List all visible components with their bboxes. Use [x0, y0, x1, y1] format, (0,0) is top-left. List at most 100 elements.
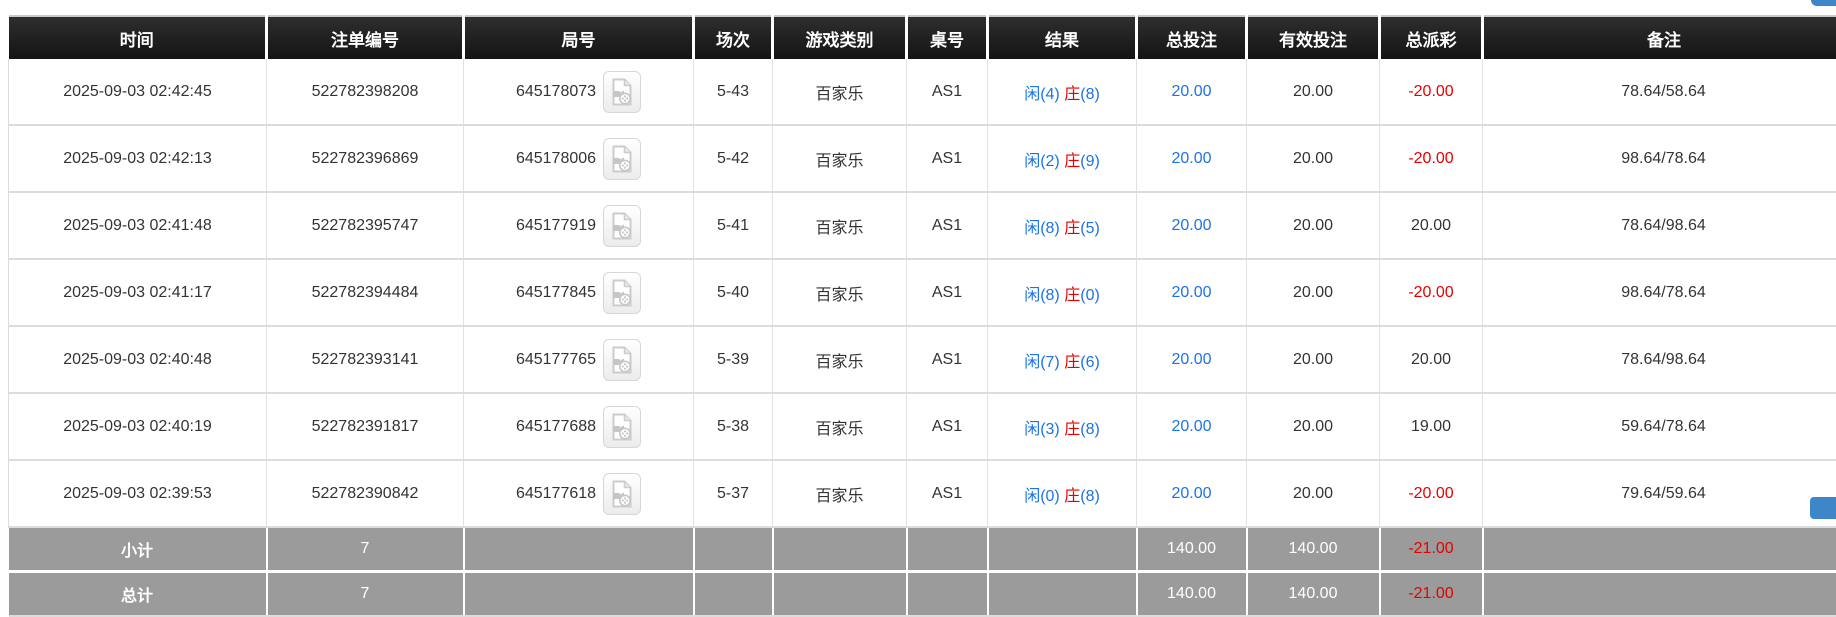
- result-banker-score: (5): [1080, 220, 1100, 237]
- record-row: 2025-09-03 02:41:48 522782395747 6451779…: [9, 192, 1836, 259]
- video-replay-button[interactable]: [603, 406, 641, 448]
- video-replay-icon: [610, 145, 634, 173]
- result-player: 闲(0): [1024, 488, 1060, 505]
- time-cell: 2025-09-03 02:40:19: [9, 393, 267, 460]
- valid-bet-cell: 20.00: [1247, 125, 1380, 192]
- result-banker-score: (8): [1080, 86, 1100, 103]
- subtotal-payout: -21.00: [1380, 527, 1483, 572]
- time-cell: 2025-09-03 02:42:13: [9, 125, 267, 192]
- subtotal-valid-bet: 140.00: [1247, 527, 1380, 572]
- total-bet-cell: 20.00: [1137, 393, 1247, 460]
- round-id-value: 645177618: [516, 485, 596, 503]
- result-player: 闲(3): [1024, 421, 1060, 438]
- result-banker: 庄: [1064, 488, 1080, 505]
- result-cell: 闲(2) 庄(9): [988, 125, 1137, 192]
- time-cell: 2025-09-03 02:41:17: [9, 259, 267, 326]
- game-type-cell: 百家乐: [773, 460, 907, 527]
- video-replay-button[interactable]: [603, 272, 641, 314]
- bet-id-cell: 522782393141: [267, 326, 464, 393]
- result-banker: 庄: [1064, 421, 1080, 438]
- valid-bet-cell: 20.00: [1247, 326, 1380, 393]
- payout-cell: 19.00: [1380, 393, 1483, 460]
- total-bet-cell: 20.00: [1137, 460, 1247, 527]
- record-row: 2025-09-03 02:42:45 522782398208 6451780…: [9, 59, 1836, 125]
- total-bet-cell: 20.00: [1137, 59, 1247, 125]
- column-header-result: 结果: [988, 16, 1137, 59]
- session-cell: 5-41: [694, 192, 773, 259]
- cutoff-blue-widget-bottom[interactable]: [1810, 497, 1836, 519]
- game-type-cell: 百家乐: [773, 259, 907, 326]
- total-payout: -21.00: [1380, 572, 1483, 617]
- time-cell: 2025-09-03 02:42:45: [9, 59, 267, 125]
- video-replay-button[interactable]: [603, 473, 641, 515]
- record-row: 2025-09-03 02:40:19 522782391817 6451776…: [9, 393, 1836, 460]
- round-id-value: 645177919: [516, 217, 596, 235]
- video-replay-button[interactable]: [603, 205, 641, 247]
- valid-bet-cell: 20.00: [1247, 460, 1380, 527]
- round-id-value: 645178006: [516, 150, 596, 168]
- table-header-row: 时间 注单编号 局号 场次 游戏类别 桌号 结果 总投注 有效投注 总派彩 备注: [9, 16, 1836, 59]
- column-header-total-bet: 总投注: [1137, 16, 1247, 59]
- remark-cell: 59.64/78.64: [1483, 393, 1836, 460]
- total-bet-cell: 20.00: [1137, 125, 1247, 192]
- total-row: 总计 7 140.00 140.00 -21.00: [9, 572, 1836, 617]
- bet-id-cell: 522782398208: [267, 59, 464, 125]
- result-player: 闲(8): [1024, 287, 1060, 304]
- video-replay-icon: [610, 413, 634, 441]
- result-cell: 闲(7) 庄(6): [988, 326, 1137, 393]
- column-header-table-id: 桌号: [907, 16, 988, 59]
- total-label: 总计: [9, 572, 267, 617]
- result-player: 闲(7): [1024, 354, 1060, 371]
- column-header-total-payout: 总派彩: [1380, 16, 1483, 59]
- record-row: 2025-09-03 02:39:53 522782390842 6451776…: [9, 460, 1836, 527]
- video-replay-button[interactable]: [603, 339, 641, 381]
- video-replay-icon: [610, 78, 634, 106]
- result-banker: 庄: [1064, 354, 1080, 371]
- cutoff-blue-widget-top[interactable]: [1811, 0, 1836, 6]
- bet-id-cell: 522782394484: [267, 259, 464, 326]
- total-bet-cell: 20.00: [1137, 326, 1247, 393]
- table-id-cell: AS1: [907, 59, 988, 125]
- video-replay-button[interactable]: [603, 138, 641, 180]
- subtotal-count: 7: [267, 527, 464, 572]
- result-banker-score: (9): [1080, 153, 1100, 170]
- subtotal-row: 小计 7 140.00 140.00 -21.00: [9, 527, 1836, 572]
- result-banker-score: (0): [1080, 287, 1100, 304]
- bet-records-table: 时间 注单编号 局号 场次 游戏类别 桌号 结果 总投注 有效投注 总派彩 备注…: [8, 15, 1836, 617]
- session-cell: 5-37: [694, 460, 773, 527]
- session-cell: 5-42: [694, 125, 773, 192]
- table-id-cell: AS1: [907, 125, 988, 192]
- valid-bet-cell: 20.00: [1247, 259, 1380, 326]
- round-id-cell: 645178073: [464, 59, 694, 125]
- remark-cell: 78.64/58.64: [1483, 59, 1836, 125]
- session-cell: 5-38: [694, 393, 773, 460]
- valid-bet-cell: 20.00: [1247, 393, 1380, 460]
- record-row: 2025-09-03 02:42:13 522782396869 6451780…: [9, 125, 1836, 192]
- total-count: 7: [267, 572, 464, 617]
- video-replay-button[interactable]: [603, 71, 641, 113]
- time-cell: 2025-09-03 02:40:48: [9, 326, 267, 393]
- game-type-cell: 百家乐: [773, 326, 907, 393]
- bet-id-cell: 522782390842: [267, 460, 464, 527]
- remark-cell: 98.64/78.64: [1483, 125, 1836, 192]
- result-player: 闲(2): [1024, 153, 1060, 170]
- table-id-cell: AS1: [907, 326, 988, 393]
- table-body: 2025-09-03 02:42:45 522782398208 6451780…: [9, 59, 1836, 527]
- time-cell: 2025-09-03 02:41:48: [9, 192, 267, 259]
- result-player: 闲(8): [1024, 220, 1060, 237]
- payout-cell: -20.00: [1380, 59, 1483, 125]
- total-round-cell: [464, 572, 694, 617]
- column-header-valid-bet: 有效投注: [1247, 16, 1380, 59]
- video-replay-icon: [610, 346, 634, 374]
- round-id-cell: 645178006: [464, 125, 694, 192]
- bet-id-cell: 522782396869: [267, 125, 464, 192]
- result-cell: 闲(4) 庄(8): [988, 59, 1137, 125]
- subtotal-total-bet: 140.00: [1137, 527, 1247, 572]
- total-bet-cell: 20.00: [1137, 192, 1247, 259]
- round-id-value: 645178073: [516, 83, 596, 101]
- payout-cell: 20.00: [1380, 192, 1483, 259]
- column-header-time: 时间: [9, 16, 267, 59]
- payout-cell: -20.00: [1380, 259, 1483, 326]
- video-replay-icon: [610, 480, 634, 508]
